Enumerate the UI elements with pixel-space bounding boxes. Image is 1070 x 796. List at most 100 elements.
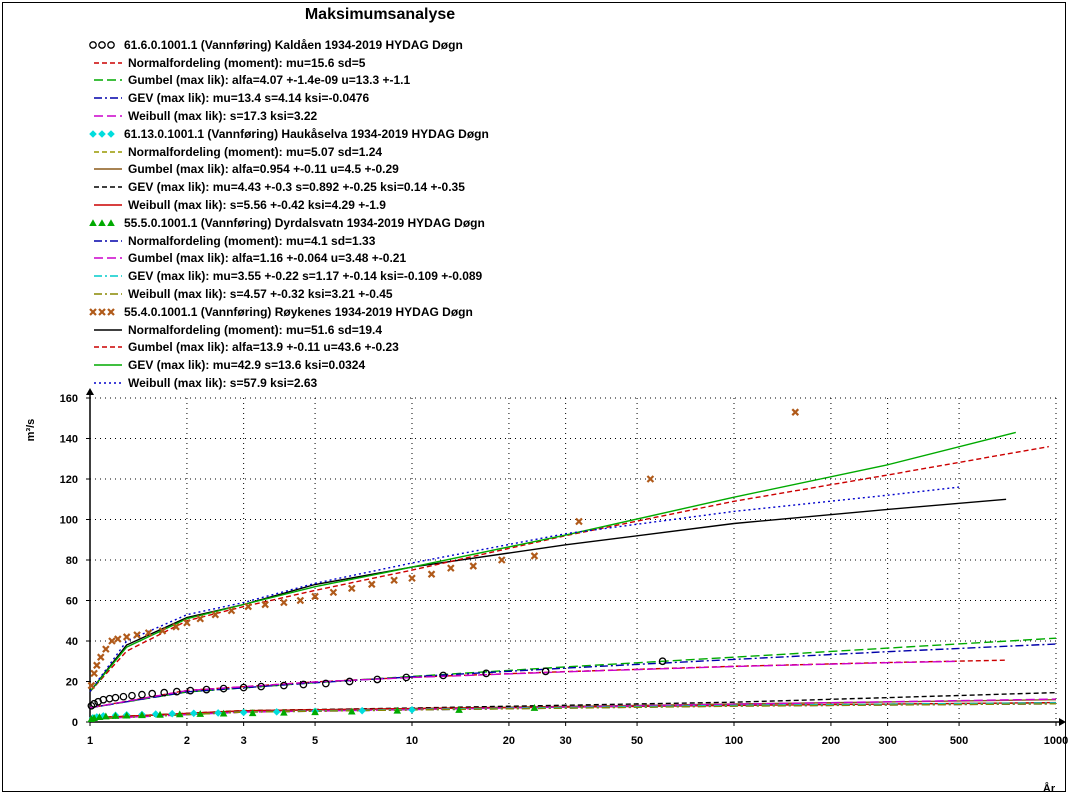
legend-marker [98,308,106,316]
data-point [144,629,153,637]
data-point [175,710,184,718]
data-point [168,709,176,718]
data-point [299,680,308,689]
data-point [219,709,228,717]
data-point [172,687,181,696]
data-point [646,475,655,483]
legend-label: Normalfordeling (moment): mu=5.07 sd=1.2… [128,144,383,159]
fit-curve [89,637,1057,709]
data-point [347,707,356,715]
legend-marker [107,41,115,49]
legend-line-swatch [92,325,122,335]
data-point [189,709,198,718]
legend-label: 61.13.0.1001.1 (Vannføring) Haukåselva 1… [124,126,489,141]
legend-label: Gumbel (max lik): alfa=1.16 +-0.064 u=3.… [128,251,407,266]
data-point [114,635,122,643]
data-point [248,709,257,717]
fit-curve [89,486,960,693]
data-point [108,637,116,645]
legend-entry: Gumbel (max lik): alfa=0.954 +-0.11 u=4.… [88,161,489,179]
data-point [347,584,356,593]
data-point [261,600,269,609]
data-point [90,669,98,678]
legend-marker [98,41,106,49]
data-point [791,408,800,416]
fit-curve [89,498,1007,693]
data-point [402,673,411,682]
legend-marker [89,308,97,316]
legend-label: Normalfordeling (moment): mu=51.6 sd=19.… [128,322,383,337]
legend-label: Gumbel (max lik): alfa=4.07 +-1.4e-09 u=… [128,73,411,88]
legend-label: Weibull (max lik): s=5.56 +-0.42 ksi=4.2… [128,198,386,213]
data-point [280,598,288,607]
data-point [530,552,539,560]
fit-curve [89,660,960,709]
legend-entry: Normalfordeling (moment): mu=51.6 sd=19.… [88,321,489,339]
legend-label: Weibull (max lik): s=57.9 ksi=2.63 [128,376,318,391]
data-point [172,623,180,631]
data-point [148,689,157,698]
data-point [296,596,305,605]
legend-entry: Weibull (max lik): s=57.9 ksi=2.63 [88,374,489,392]
data-point [408,574,416,583]
legend-marker [107,219,115,226]
x-tick-label: 50 [631,735,643,747]
data-point [87,681,96,690]
data-point [257,682,265,691]
y-axis-arrow [86,388,94,395]
data-point [390,576,398,585]
data-point [345,677,354,686]
legend-marker [89,219,97,226]
x-tick-label: 2 [184,735,190,747]
legend: 61.6.0.1001.1 (Vannføring) Kaldåen 1934-… [88,36,489,392]
data-point [439,671,448,680]
data-point [575,517,583,526]
legend-marker [89,130,97,138]
data-point [122,633,131,641]
data-point [482,669,491,678]
legend-line-swatch [92,182,122,192]
data-point [138,711,146,719]
y-tick-label: 140 [60,434,78,446]
data-point [227,606,236,615]
legend-entry: Gumbel (max lik): alfa=1.16 +-0.064 u=3.… [88,250,489,268]
legend-entry: Gumbel (max lik): alfa=13.9 +-0.11 u=43.… [88,339,489,357]
data-point [93,661,101,670]
legend-label: 55.4.0.1001.1 (Vannføring) Røykenes 1934… [124,304,473,319]
legend-entry: 61.6.0.1001.1 (Vannføring) Kaldåen 1934-… [88,36,489,54]
y-tick-label: 20 [66,677,78,689]
legend-entry: 55.5.0.1001.1 (Vannføring) Dyrdalsvatn 1… [88,214,489,232]
legend-entry: Weibull (max lik): s=4.57 +-0.32 ksi=3.2… [88,285,489,303]
legend-entry: GEV (max lik): mu=13.4 s=4.14 ksi=-0.047… [88,89,489,107]
legend-line-swatch [92,58,122,68]
data-point [90,699,98,708]
data-point [658,657,667,666]
legend-marker [89,41,97,49]
data-point [393,706,402,714]
legend-entry: Normalfordeling (moment): mu=5.07 sd=1.2… [88,143,489,161]
data-point [408,706,416,714]
data-point [280,708,288,716]
data-point [373,675,382,684]
data-point [497,556,506,564]
data-point [186,686,195,695]
legend-label: Normalfordeling (moment): mu=4.1 sd=1.33 [128,233,376,248]
legend-marker-swatch [88,40,118,50]
fit-curve [89,699,1057,719]
legend-marker [98,130,106,138]
y-tick-label: 60 [66,596,78,608]
legend-marker-swatch [88,129,118,139]
data-point [427,570,436,578]
fit-curve [89,431,1016,693]
legend-entry: Normalfordeling (moment): mu=4.1 sd=1.33 [88,232,489,250]
legend-marker-swatch [88,307,118,317]
data-point [133,631,141,639]
legend-line-swatch [92,147,122,157]
legend-line-swatch [92,271,122,281]
data-point [272,708,281,716]
y-tick-label: 160 [60,393,78,405]
legend-line-swatch [92,164,122,174]
data-point [160,688,169,697]
